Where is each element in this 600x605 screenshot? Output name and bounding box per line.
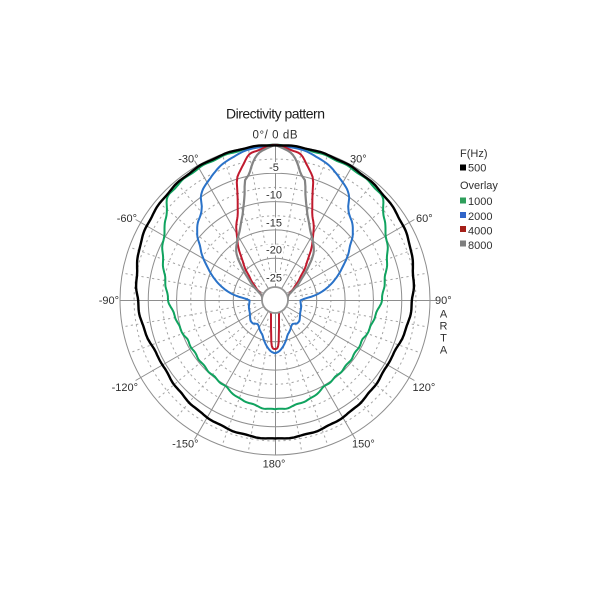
svg-text:-10: -10 [266, 190, 282, 202]
svg-text:-30°: -30° [178, 154, 198, 166]
svg-text:8000: 8000 [468, 240, 492, 252]
svg-text:500: 500 [468, 163, 486, 175]
svg-text:R: R [440, 321, 448, 333]
svg-text:-120°: -120° [112, 382, 138, 394]
svg-text:A: A [440, 345, 448, 357]
svg-text:-25: -25 [266, 273, 282, 285]
svg-text:4000: 4000 [468, 226, 492, 238]
svg-text:-150°: -150° [172, 439, 198, 451]
svg-text:-90°: -90° [99, 295, 119, 307]
svg-text:180°: 180° [263, 459, 286, 471]
svg-text:Directivity pattern: Directivity pattern [226, 106, 325, 122]
svg-text:Overlay: Overlay [460, 180, 498, 192]
svg-text:1000: 1000 [468, 196, 492, 208]
svg-text:-60°: -60° [117, 213, 137, 225]
svg-text:-5: -5 [269, 162, 279, 174]
svg-text:0°/ 0 dB: 0°/ 0 dB [253, 130, 298, 142]
svg-text:A: A [440, 309, 448, 321]
svg-text:2000: 2000 [468, 211, 492, 223]
svg-text:120°: 120° [413, 382, 436, 394]
svg-text:-20: -20 [266, 245, 282, 257]
svg-text:150°: 150° [352, 439, 375, 451]
svg-text:60°: 60° [416, 213, 433, 225]
svg-text:-15: -15 [266, 218, 282, 230]
svg-text:30°: 30° [350, 154, 367, 166]
svg-text:90°: 90° [435, 295, 452, 307]
svg-text:T: T [440, 333, 447, 345]
svg-text:F(Hz): F(Hz) [460, 148, 488, 160]
